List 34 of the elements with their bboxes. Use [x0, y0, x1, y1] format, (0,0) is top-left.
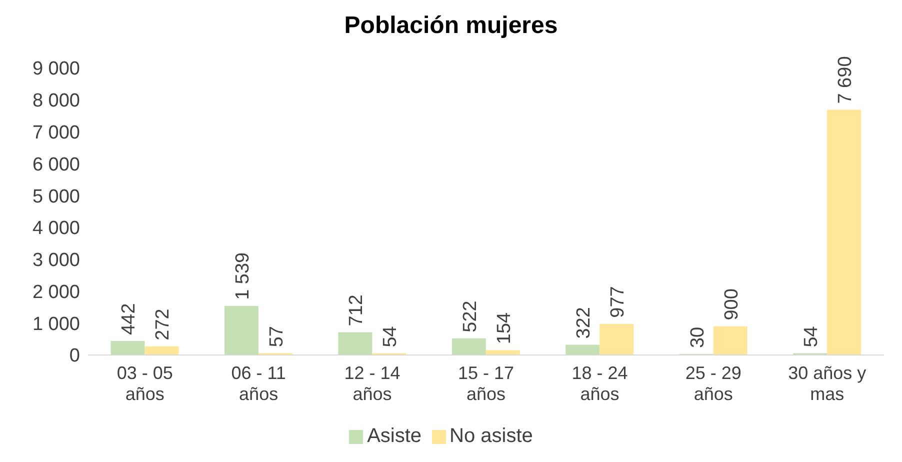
data-label: 977 [608, 286, 629, 318]
x-tick-label: 25 - 29 años [685, 363, 742, 404]
x-tick-label: 03 - 05 años [116, 363, 173, 404]
data-label: 522 [460, 300, 481, 332]
y-tick-label: 3 000 [32, 250, 80, 272]
y-tick-label: 9 000 [32, 58, 80, 80]
y-tick-label: 7 000 [32, 122, 80, 144]
data-label: 272 [152, 308, 174, 340]
data-label: 54 [801, 326, 822, 348]
legend-label: Asiste [367, 425, 422, 447]
x-tick-label: 06 - 11 años [231, 363, 286, 404]
data-label: 30 [687, 326, 708, 348]
y-tick-label: 4 000 [32, 218, 80, 240]
data-label: 900 [721, 288, 742, 320]
y-tick-label: 5 000 [32, 186, 80, 208]
x-tick-label: 15 - 17 años [458, 363, 514, 404]
data-label: 322 [574, 307, 595, 339]
data-label: 442 [118, 303, 140, 335]
x-tick-label: 12 - 14 años [344, 363, 400, 404]
y-tick-label: 1 000 [32, 314, 80, 335]
data-label: 54 [380, 326, 402, 348]
legend-label: No asiste [450, 425, 533, 447]
y-tick-label: 8 000 [32, 90, 80, 112]
x-tick-label: 30 años y mas [788, 363, 866, 404]
data-label: 57 [266, 326, 288, 348]
data-label: 7 690 [835, 56, 856, 104]
data-label: 712 [346, 294, 368, 326]
x-tick-label: 18 - 24 años [572, 363, 628, 404]
y-tick-label: 6 000 [32, 154, 80, 176]
y-tick-label: 2 000 [32, 282, 80, 303]
chart-title: Población mujeres [343, 11, 559, 41]
data-label: 1 539 [232, 252, 254, 300]
y-tick-label: 0 [69, 346, 80, 367]
data-label: 154 [494, 312, 515, 344]
